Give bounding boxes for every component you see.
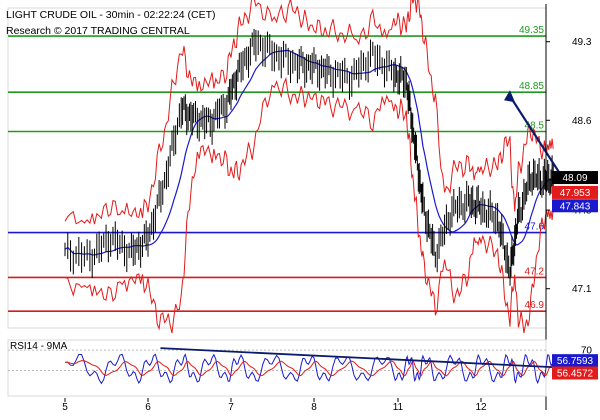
level-label: 46.9 [525, 300, 545, 311]
forecast-arrow [504, 90, 563, 177]
current-price-label-bg [552, 171, 598, 185]
level-lines: 49.35 48.85 48.5 47.6 47.2 46.9 [7, 7, 547, 329]
chart-header-line2: Research © 2017 TRADING CENTRAL [6, 25, 190, 37]
level-label: 48.5 [525, 121, 545, 132]
time-axis-tick-label: 12 [475, 402, 487, 413]
rsi-value-label: 56.4572 [557, 368, 594, 379]
price-axis-tick-label: 47.1 [572, 284, 592, 295]
level-label: 48.85 [519, 81, 544, 92]
time-axis-tick-label: 11 [393, 402, 404, 413]
price-axis-tick-label: 49.3 [572, 37, 592, 48]
level-label: 49.35 [519, 25, 544, 36]
chart-header-line1: LIGHT CRUDE OIL - 30min - 02:22:24 (CET) [6, 9, 215, 21]
forecast-arrow-line [509, 95, 563, 177]
time-axis-tick-label: 8 [311, 402, 317, 413]
forecast-arrow-head [504, 90, 515, 103]
price-axis-tick-label: 48.6 [572, 116, 592, 127]
time-axis-tick-label: 7 [228, 402, 234, 413]
rsi-trendline [160, 347, 560, 369]
bollinger-upper-line [64, 0, 554, 225]
rsi-value-label-bg [552, 354, 598, 368]
rsi-ma-line [64, 360, 554, 377]
rsi-value-label: 56.7593 [557, 356, 594, 367]
current-price-label: 48.09 [562, 173, 587, 184]
level-label: 47.2 [525, 266, 545, 277]
rsi-line [64, 353, 554, 385]
ma-value-label-bg [552, 185, 598, 199]
bollinger-lower-line [64, 76, 554, 334]
rsi-panel-frame [7, 339, 547, 397]
moving-average-line [64, 49, 554, 256]
ma-value-label: 47.843 [560, 201, 591, 212]
rsi-value-label-bg [552, 366, 598, 380]
price-bars [64, 28, 554, 286]
time-axis: 5 6 7 8 11 12 [62, 398, 487, 413]
ma-value-label: 47.953 [560, 188, 591, 199]
time-axis-tick-label: 6 [145, 402, 151, 413]
time-axis-tick-label: 5 [62, 402, 68, 413]
ma-value-label-bg [552, 199, 598, 213]
level-label: 47.6 [525, 222, 545, 233]
rsi-title: RSI14 - 9MA [10, 341, 68, 352]
rsi-level-label: 70 [581, 346, 593, 357]
band-lines [64, 0, 554, 334]
